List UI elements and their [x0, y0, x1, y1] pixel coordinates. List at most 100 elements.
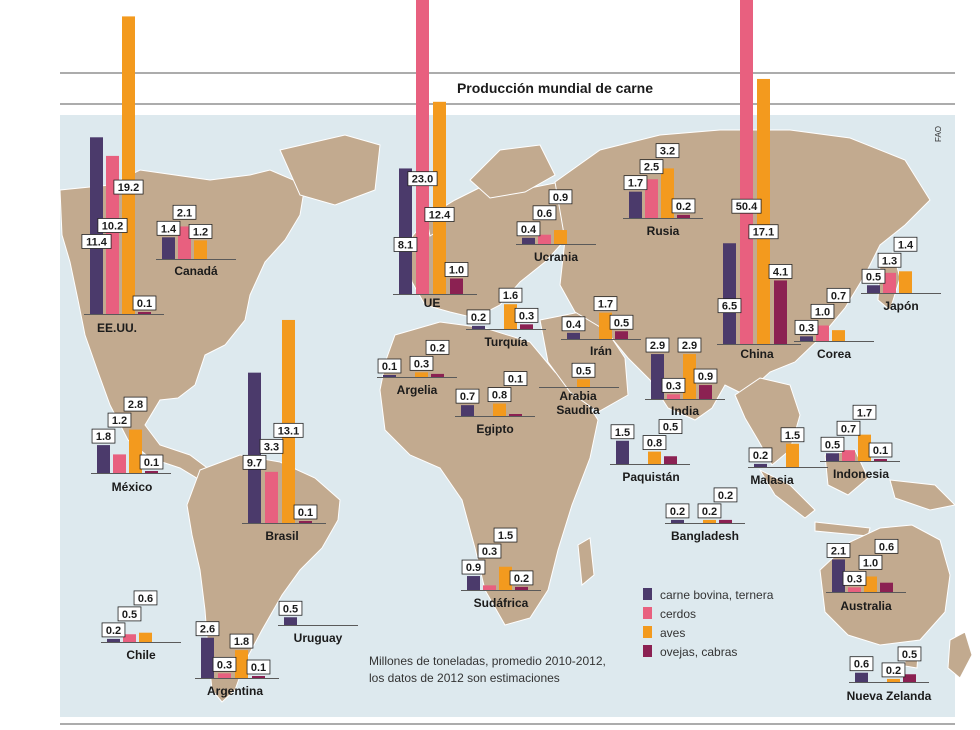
value-label-argentina-cerdos: 0.3	[217, 659, 232, 671]
value-label-australia-cerdos: 0.3	[847, 573, 862, 585]
bar-brasil-aves	[282, 319, 295, 523]
bar-india-ovejas	[699, 385, 712, 399]
bar-rusia-bovina	[629, 191, 642, 218]
bar-argelia-ovejas	[431, 373, 444, 377]
value-label-argelia-aves: 0.3	[414, 358, 429, 370]
bar-argentina-aves	[235, 650, 248, 678]
legend-swatch-ovejas	[643, 645, 652, 657]
bar-group-egipto: 0.7 0.80.1 Egipto	[455, 371, 535, 436]
bar-argentina-bovina	[201, 637, 214, 678]
bar-sudafrica-aves	[499, 566, 512, 590]
value-box-rusia-cerdos	[639, 159, 664, 175]
bar-uruguay-bovina	[284, 617, 297, 625]
value-label-ucrania-bovina: 0.4	[521, 224, 537, 236]
value-label-china-cerdos: 50.4	[736, 201, 758, 213]
value-label-sudafrica-bovina: 0.9	[466, 562, 481, 574]
bar-india-aves	[683, 354, 696, 399]
country-label-mexico: México	[112, 480, 153, 494]
value-box-australia-aves	[858, 554, 883, 570]
bar-canada-bovina	[162, 237, 175, 259]
country-label-sudafrica: Sudáfrica	[474, 596, 529, 610]
legend-label-bovina: carne bovina, ternera	[660, 588, 774, 602]
bar-paquistan-aves	[648, 451, 661, 464]
value-label-indonesia-bovina: 0.5	[825, 439, 840, 451]
bar-paquistan-bovina	[616, 440, 629, 464]
bar-rusia-aves	[661, 168, 674, 218]
bar-group-turquia: 0.2 1.60.3 Turquía	[466, 287, 546, 349]
country-label-arabia-saudita-2: Saudita	[556, 403, 600, 417]
land-new-guinea	[889, 479, 957, 511]
bar-corea-cerdos	[816, 325, 829, 341]
bar-egipto-ovejas	[509, 414, 522, 416]
value-box-japon-aves	[893, 236, 918, 252]
source-label: FAO	[934, 126, 943, 142]
value-label-canada-cerdos: 2.1	[177, 207, 192, 219]
value-label-indonesia-cerdos: 0.7	[841, 423, 856, 435]
value-label-sudafrica-cerdos: 0.3	[482, 546, 497, 558]
value-box-mexico-ovejas	[139, 454, 164, 470]
value-box-sudafrica-ovejas	[509, 570, 534, 586]
value-label-ucrania-aves: 0.9	[553, 192, 568, 204]
value-box-bangladesh-ovejas	[713, 487, 738, 503]
bar-iran-aves	[599, 312, 612, 339]
bar-group-india: 2.9 0.3 2.9 0.9 India	[645, 337, 725, 418]
value-box-argentina-ovejas	[246, 659, 271, 675]
bar-group-sudafrica: 0.90.31.5 0.2 Sudáfrica	[461, 527, 541, 610]
legend-label-ovejas: ovejas, cabras	[660, 645, 737, 659]
bar-argelia-bovina	[383, 375, 396, 377]
value-box-chile-bovina	[101, 622, 126, 638]
bar-japon-aves	[899, 271, 912, 293]
value-box-argentina-cerdos	[212, 656, 237, 672]
bar-ee-uu-ovejas	[138, 312, 151, 314]
value-label-turquia-ovejas: 0.3	[519, 310, 534, 322]
value-box-nueva-zelanda-ovejas	[897, 646, 922, 662]
value-label-china-bovina: 6.5	[722, 301, 737, 313]
bar-argentina-cerdos	[218, 673, 231, 678]
value-box-arabia-saudita-aves	[571, 362, 596, 378]
value-box-argelia-aves	[409, 355, 434, 371]
value-box-ee-uu-bovina	[81, 234, 112, 249]
value-label-ucrania-cerdos: 0.6	[537, 208, 552, 220]
bar-group-argelia: 0.1 0.30.2 Argelia	[377, 339, 457, 397]
note-line-1: Millones de toneladas, promedio 2010-201…	[369, 654, 606, 668]
bar-chile-bovina	[107, 638, 120, 642]
bar-brasil-bovina	[248, 372, 261, 523]
value-label-brasil-aves: 13.1	[278, 425, 299, 437]
value-label-canada-aves: 1.2	[193, 226, 208, 238]
value-box-sudafrica-aves	[493, 527, 518, 543]
value-box-mexico-bovina	[91, 428, 116, 444]
country-label-australia: Australia	[840, 599, 892, 613]
value-label-paquistan-aves: 0.8	[647, 438, 662, 450]
value-label-rusia-cerdos: 2.5	[644, 162, 659, 174]
value-box-argelia-ovejas	[425, 339, 450, 355]
value-box-brasil-bovina	[242, 454, 267, 470]
value-label-chile-cerdos: 0.5	[122, 609, 137, 621]
bar-australia-aves	[864, 576, 877, 592]
bar-paquistan-ovejas	[664, 456, 677, 464]
value-label-japon-cerdos: 1.3	[882, 255, 897, 267]
bar-mexico-ovejas	[145, 471, 158, 473]
country-bar-groups: 11.410.219.20.1EE.UU.1.42.11.2Canadá1.81…	[81, 0, 941, 703]
value-box-paquistan-aves	[642, 435, 667, 451]
value-label-japon-bovina: 0.5	[866, 271, 881, 283]
value-box-australia-ovejas	[874, 538, 899, 554]
value-label-iran-bovina: 0.4	[566, 319, 582, 331]
value-box-canada-bovina	[156, 220, 181, 236]
bar-malasia-bovina	[754, 463, 767, 467]
value-label-ee-uu-bovina: 11.4	[86, 236, 108, 248]
bar-ue-cerdos	[416, 0, 429, 294]
value-box-mexico-aves	[123, 396, 148, 412]
value-box-bangladesh-aves	[697, 503, 722, 519]
country-label-argentina: Argentina	[207, 684, 263, 698]
value-label-ue-cerdos: 23.0	[412, 174, 433, 186]
value-box-ee-uu-ovejas	[132, 295, 157, 311]
bar-group-ue: 8.1 23.0 12.4 1.0 UE	[393, 0, 477, 310]
bar-iran-ovejas	[615, 331, 628, 339]
bar-china-ovejas	[774, 280, 787, 344]
bar-turquia-aves	[504, 304, 517, 329]
value-label-bangladesh-bovina: 0.2	[670, 506, 685, 518]
land-africa	[379, 321, 599, 626]
value-box-turquia-bovina	[466, 309, 491, 325]
value-box-canada-cerdos	[172, 204, 197, 220]
bar-group-indonesia: 0.50.71.7 0.1 Indonesia	[820, 404, 900, 481]
